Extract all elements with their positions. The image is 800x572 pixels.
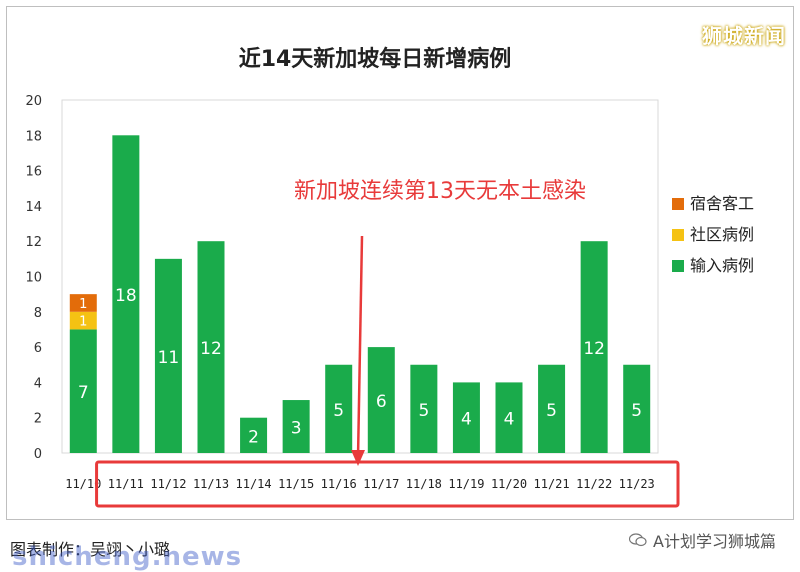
- bar-11/11: [112, 135, 140, 454]
- legend-swatch: [672, 260, 684, 272]
- legend-label: 输入病例: [690, 256, 754, 275]
- bar-11/19: [452, 382, 480, 453]
- y-tick-label: 2: [34, 412, 42, 427]
- data-label: 1: [79, 315, 87, 330]
- bar-11/20: [495, 382, 523, 453]
- x-tick-label: 11/22: [576, 477, 612, 491]
- wechat-source-label: A计划学习狮城篇: [653, 532, 776, 551]
- legend-swatch: [672, 198, 684, 210]
- legend-swatch: [672, 229, 684, 241]
- x-tick-label: 11/10: [65, 477, 101, 491]
- annotation-arrow: [356, 235, 364, 459]
- y-tick-label: 20: [25, 94, 42, 109]
- data-label: 5: [333, 401, 344, 421]
- x-tick-label: 11/18: [406, 477, 442, 491]
- data-label: 6: [376, 392, 387, 412]
- bar-11/22: [580, 241, 608, 453]
- footer-credit: 图表制作：吴翊丶小璐: [10, 540, 171, 559]
- y-tick-label: 16: [25, 165, 42, 180]
- x-tick-label: 11/15: [278, 477, 314, 491]
- y-tick-label: 12: [25, 235, 42, 250]
- bar-11/14: [240, 417, 268, 453]
- x-tick-label: 11/11: [108, 477, 144, 491]
- x-tick-label: 11/14: [236, 477, 272, 491]
- x-tick-label: 11/20: [491, 477, 527, 491]
- data-label: 12: [200, 339, 222, 359]
- y-tick-label: 18: [25, 129, 42, 144]
- legend-label: 宿舍客工: [690, 194, 754, 213]
- highlight-box: [95, 460, 680, 508]
- x-tick-label: 11/12: [150, 477, 186, 491]
- y-tick-label: 0: [34, 447, 42, 462]
- data-label: 3: [291, 419, 302, 439]
- legend-label: 社区病例: [690, 225, 754, 244]
- data-label: 2: [248, 427, 259, 447]
- bar-11/21: [538, 364, 566, 453]
- bar-11/13: [197, 241, 225, 453]
- data-label: 4: [461, 410, 472, 430]
- x-tick-label: 11/13: [193, 477, 229, 491]
- y-tick-label: 6: [34, 341, 42, 356]
- watermark-top: 狮城新闻: [702, 24, 786, 48]
- data-label: 18: [115, 286, 137, 306]
- x-tick-label: 11/21: [534, 477, 570, 491]
- footer-site-watermark: shicheng.news: [12, 542, 243, 572]
- bar-11/15: [282, 400, 310, 453]
- y-tick-label: 10: [25, 271, 42, 286]
- y-tick-label: 4: [34, 376, 42, 391]
- chart-title: 近14天新加坡每日新增病例: [239, 46, 512, 72]
- bar-11/12: [154, 258, 182, 453]
- bar-11/10: [69, 329, 97, 453]
- x-tick-label: 11/23: [619, 477, 655, 491]
- data-label: 12: [583, 339, 605, 359]
- wechat-source: A计划学习狮城篇: [629, 528, 776, 552]
- bar-11/23: [623, 364, 651, 453]
- plot-area: 0246810121416182071111/101811/111111/121…: [25, 94, 680, 508]
- data-label: 11: [158, 348, 180, 368]
- y-tick-label: 8: [34, 306, 42, 321]
- data-label: 1: [79, 297, 87, 312]
- data-label: 5: [546, 401, 557, 421]
- bar-11/17: [367, 347, 395, 453]
- bar-11/16: [325, 364, 353, 453]
- bar-11/10: [69, 311, 97, 330]
- annotation-arrowhead: [351, 450, 365, 466]
- data-label: 5: [631, 401, 642, 421]
- x-tick-label: 11/16: [321, 477, 357, 491]
- bar-11/10: [69, 294, 97, 312]
- y-tick-label: 14: [25, 200, 42, 215]
- data-label: 4: [504, 410, 515, 430]
- bar-11/18: [410, 364, 438, 453]
- data-label: 7: [78, 383, 89, 403]
- wechat-icon: [629, 533, 647, 547]
- x-tick-label: 11/17: [363, 477, 399, 491]
- x-tick-label: 11/19: [448, 477, 484, 491]
- data-label: 5: [418, 401, 429, 421]
- chart-annotation: 新加坡连续第13天无本土感染: [294, 179, 586, 204]
